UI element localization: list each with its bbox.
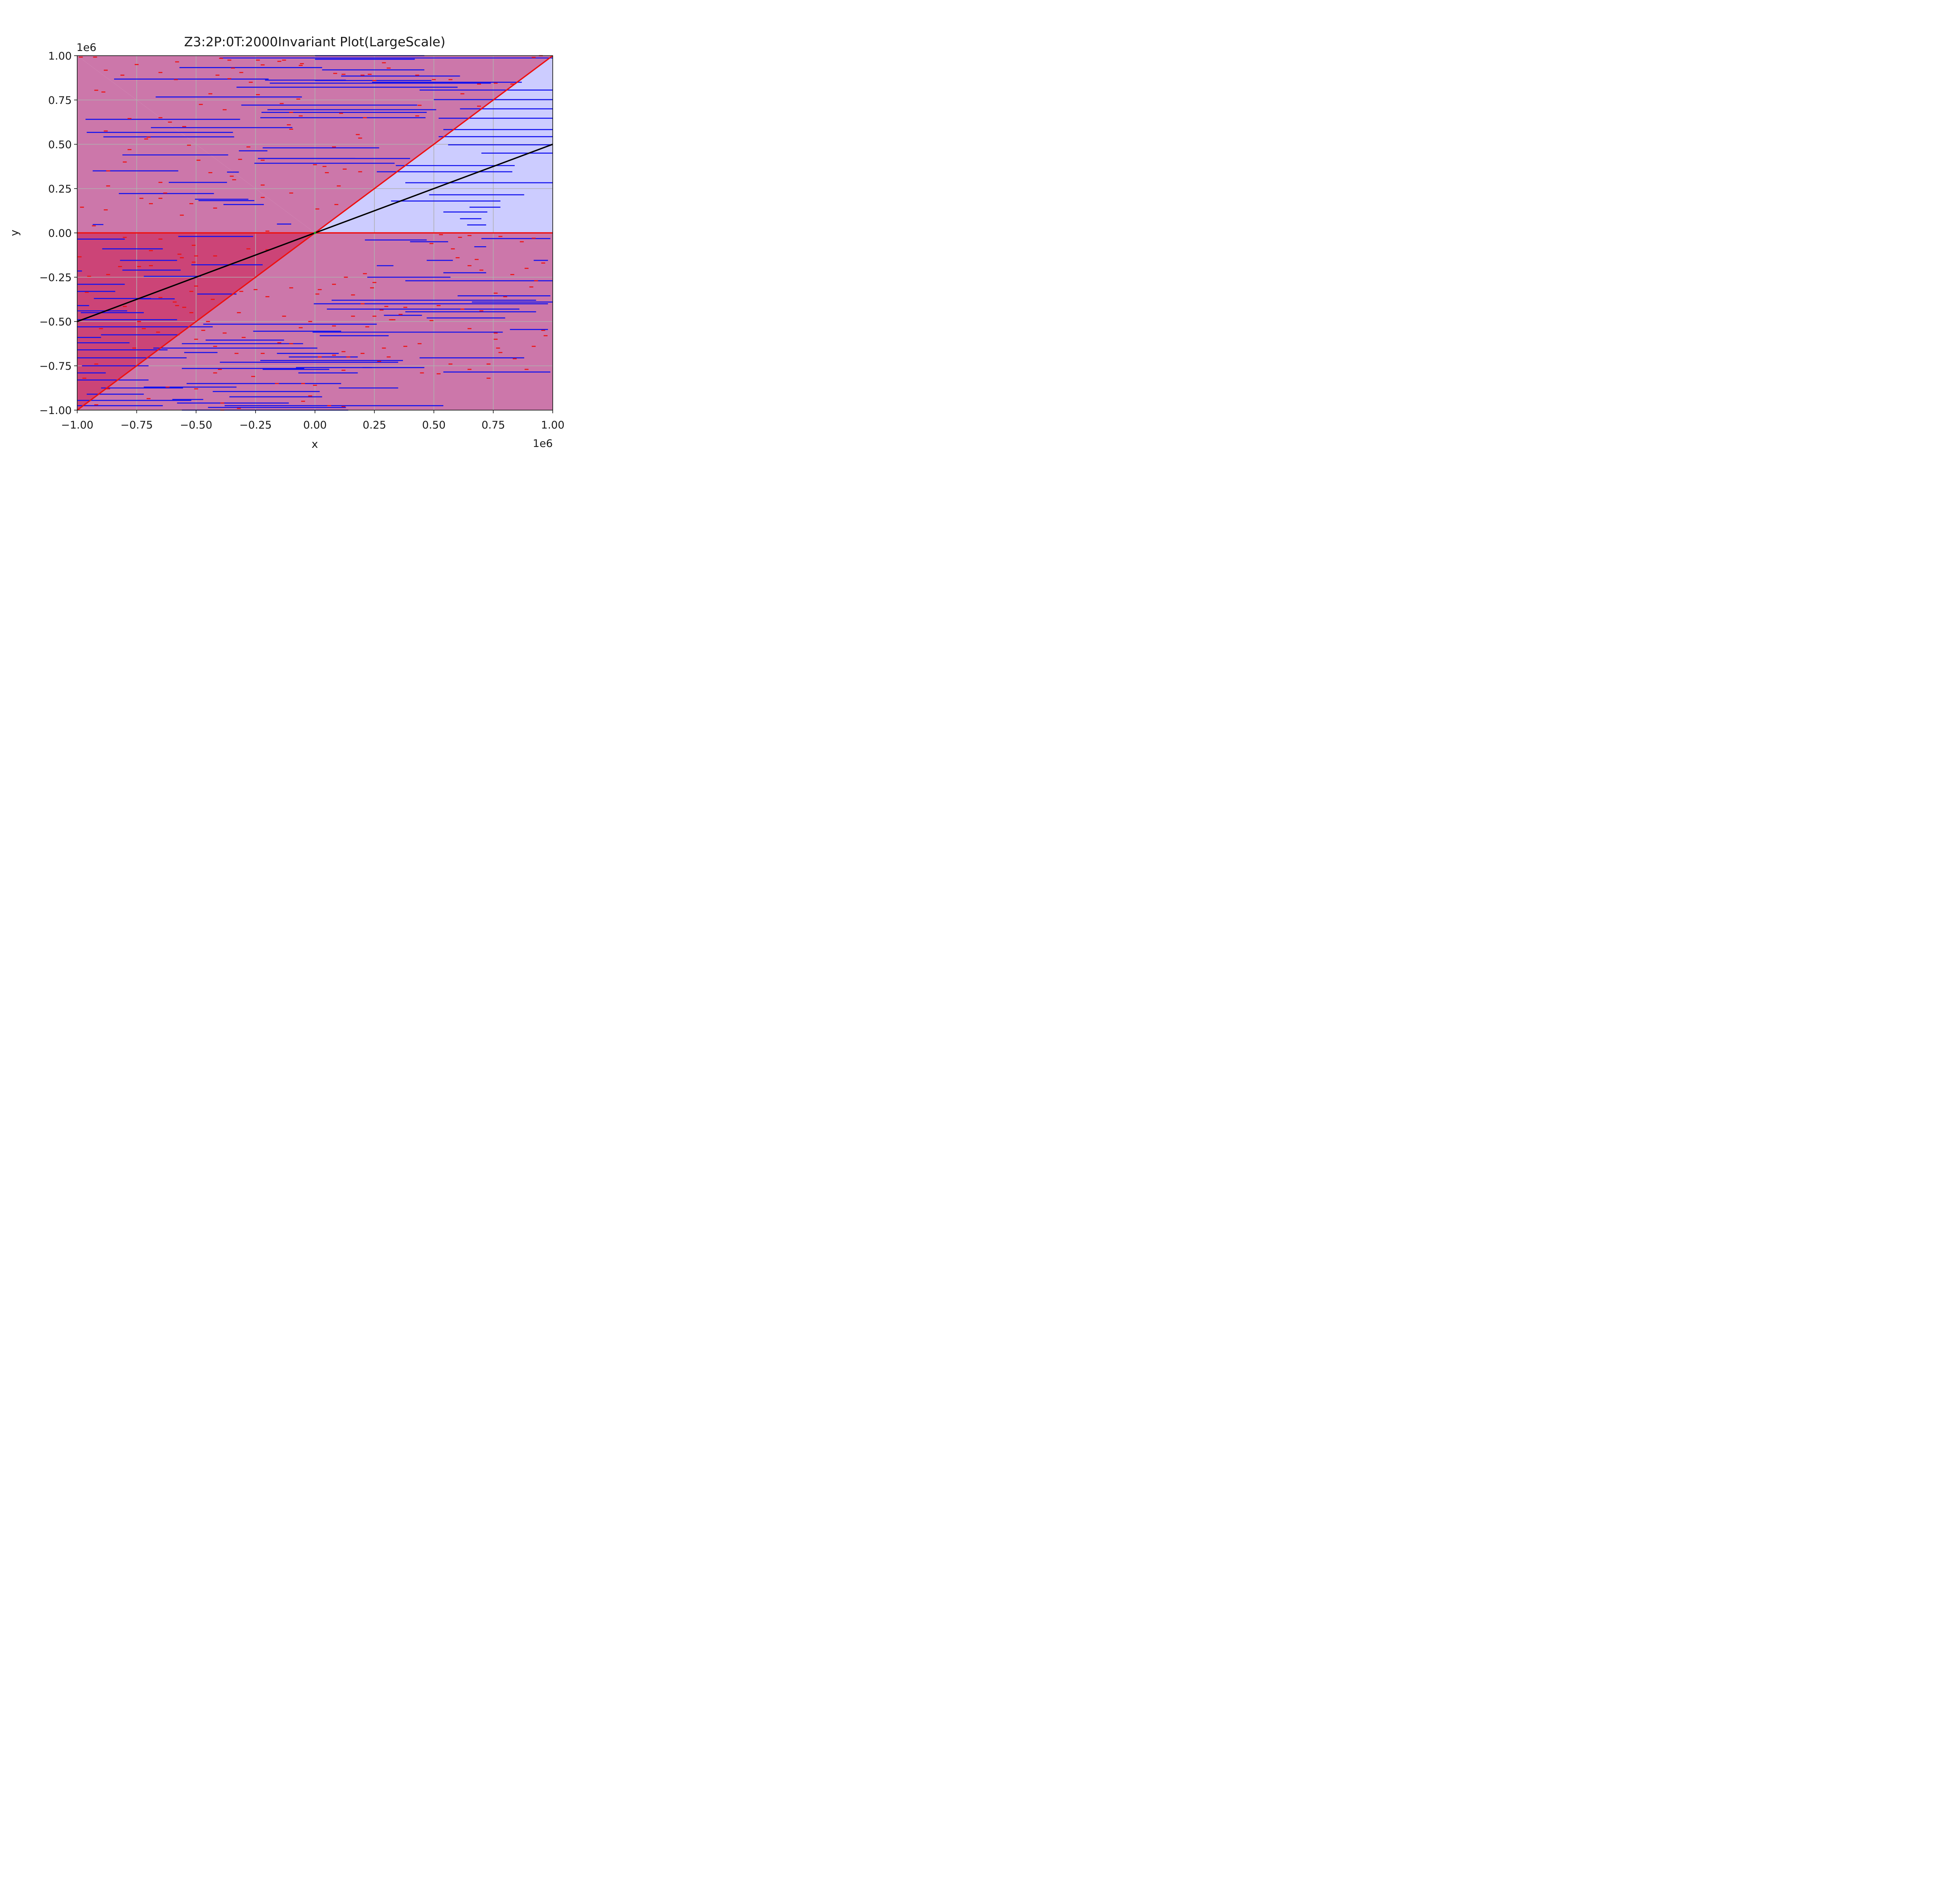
y-tick-label: 1.00 [48,50,72,62]
y-tick-label: −0.25 [39,272,72,284]
y-tick-label: 0.25 [48,183,72,195]
blue-segments [77,55,553,411]
y-tick-label: 0.00 [48,227,72,240]
y-tick-label: 0.50 [48,139,72,151]
y-offset-label: 1e6 [76,42,96,54]
x-tick-label: 0.00 [303,419,327,431]
x-offset-label: 1e6 [533,438,553,450]
x-tick-label: −0.25 [240,419,272,431]
y-axis-ticks: 1.00 0.75 0.50 0.25 0.00 −0.25 −0.50 −0.75 −1.00 [39,50,77,417]
y-axis-label: y [8,230,21,236]
plot-area [76,55,554,411]
reference-lines [76,55,554,411]
x-tick-label: −1.00 [61,419,94,431]
x-tick-label: 0.25 [363,419,386,431]
origin-marker [314,232,316,234]
x-axis-label: x [312,438,318,451]
x-tick-label: 0.75 [481,419,505,431]
y-tick-label: −0.75 [39,360,72,372]
x-axis-ticks: −1.00 −0.75 −0.50 −0.25 0.00 0.25 0.50 0.75 1.00 [61,410,564,431]
y-tick-label: −0.50 [39,316,72,328]
chart-figure: Z3:2P:0T:2000Invariant Plot(LargeScale) … [8,34,564,451]
y-tick-label: 0.75 [48,94,72,107]
x-tick-label: 1.00 [541,419,564,431]
x-tick-label: 0.50 [422,419,446,431]
x-tick-label: −0.50 [180,419,212,431]
x-tick-label: −0.75 [120,419,153,431]
chart-title: Z3:2P:0T:2000Invariant Plot(LargeScale) [184,34,446,49]
y-tick-label: −1.00 [39,405,72,417]
